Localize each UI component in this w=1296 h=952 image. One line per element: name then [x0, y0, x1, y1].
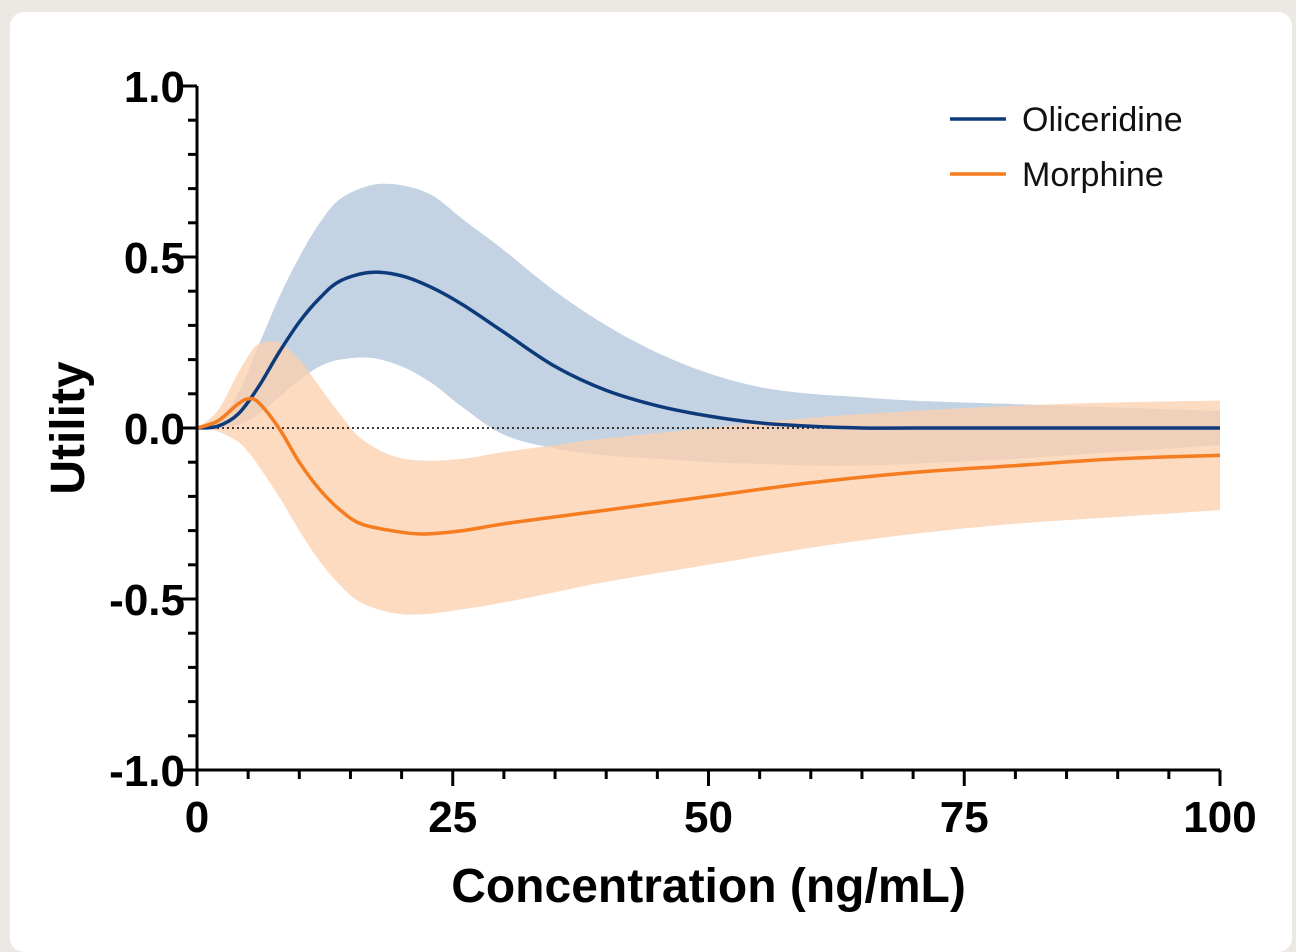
y-tick-label: 0.5 — [124, 234, 185, 283]
axes: 0 25 50 75 100 -1.0 -0.5 0.0 0.5 1.0 — [109, 63, 1257, 842]
x-axis-title: Concentration (ng/mL) — [451, 860, 966, 913]
morphine-legend-label: Morphine — [1022, 156, 1164, 194]
x-tick-label: 75 — [940, 793, 989, 842]
confidence-bands — [197, 183, 1220, 615]
morphine-line — [196, 396, 1221, 536]
x-tick-label: 100 — [1183, 793, 1256, 842]
morphine-confidence-band — [197, 341, 1220, 615]
y-axis-title: Utility — [42, 361, 95, 495]
oliceridine-confidence-band — [197, 183, 1220, 466]
x-tick-label: 0 — [185, 793, 209, 842]
y-tick-label: 0.0 — [124, 405, 185, 454]
y-tick-label: 1.0 — [124, 63, 185, 112]
y-tick-label: -0.5 — [109, 576, 185, 625]
legend: Oliceridine Morphine — [950, 101, 1183, 194]
y-tick-label: -1.0 — [109, 747, 185, 796]
series-lines — [196, 270, 1221, 536]
x-tick-label: 50 — [684, 793, 733, 842]
oliceridine-legend-label: Oliceridine — [1022, 101, 1183, 139]
oliceridine-line — [196, 270, 1220, 430]
x-tick-label: 25 — [428, 793, 477, 842]
